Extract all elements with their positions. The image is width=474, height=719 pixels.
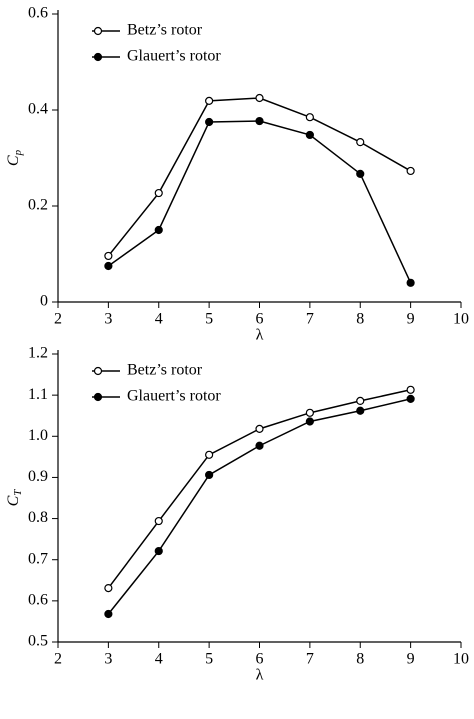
data-point [356, 396, 365, 406]
legend-label: Glauert’s rotor [127, 48, 221, 65]
x-tick-label: 4 [155, 311, 163, 328]
legend-label: Glauert’s rotor [127, 388, 221, 405]
data-point [205, 470, 214, 480]
x-tick-label: 7 [306, 311, 314, 328]
y-tick-label: 0.9 [28, 468, 48, 485]
data-point [255, 93, 264, 103]
y-tick-label: 0.7 [28, 550, 48, 567]
x-tick-label: 5 [205, 311, 213, 328]
y-axis-label-main: C [5, 155, 22, 166]
data-point [205, 96, 214, 105]
data-point [104, 251, 113, 261]
data-point [154, 546, 163, 556]
data-point [406, 394, 415, 403]
data-point [205, 450, 214, 459]
y-tick-label: 0.8 [28, 509, 48, 526]
data-point [305, 408, 314, 417]
data-point [305, 417, 314, 426]
data-point [356, 138, 365, 147]
legend-marker [93, 366, 103, 376]
data-point [406, 278, 415, 287]
data-point [305, 113, 314, 122]
data-point [255, 424, 264, 433]
chart: 0.5 0.6 0.7 0.8 0.9 1.0 1.1 1.2 2 3 4 5 6 7 8 9 10 λ CT Bet… [5, 345, 469, 684]
y-tick-label: 1.1 [28, 386, 48, 403]
x-tick-label: 9 [407, 311, 415, 328]
data-point [104, 609, 113, 619]
legend-marker [93, 52, 103, 62]
x-tick-label: 9 [407, 651, 415, 668]
legend-marker [93, 26, 103, 36]
data-point [406, 166, 415, 176]
x-tick-label: 3 [104, 311, 112, 328]
data-point [154, 188, 163, 198]
data-point [104, 261, 113, 271]
x-tick-label: 8 [356, 311, 364, 328]
data-point [356, 169, 365, 178]
y-axis-label: Cp [5, 149, 24, 166]
data-point [305, 130, 314, 140]
x-axis-label: λ [256, 667, 264, 684]
y-tick-label: 0.5 [28, 633, 48, 650]
y-axis-label-main: C [5, 495, 22, 506]
legend-label: Betz’s rotor [127, 22, 203, 39]
y-tick-label: 0.6 [28, 592, 48, 609]
data-point [205, 117, 214, 127]
x-tick-label: 6 [256, 651, 264, 668]
x-tick-label: 2 [54, 311, 62, 328]
data-point [255, 441, 264, 450]
data-point [255, 116, 264, 126]
y-axis-label-sub: T [12, 489, 24, 496]
legend-label: Betz’s rotor [127, 362, 203, 379]
y-axis-label: CT [5, 489, 24, 507]
x-tick-label: 8 [356, 651, 364, 668]
y-tick-label: 1.0 [28, 427, 48, 444]
x-tick-label: 3 [104, 651, 112, 668]
legend-marker [93, 392, 103, 402]
y-tick-label: 0 [40, 293, 48, 310]
chart: 0 0.2 0.4 0.6 2 3 4 5 6 7 8 9 10 λ Cp Betz’s rotor Glaue… [5, 5, 469, 344]
x-tick-label: 7 [306, 651, 314, 668]
x-axis-label: λ [256, 327, 264, 344]
x-tick-label: 6 [256, 311, 264, 328]
x-tick-label: 10 [453, 651, 469, 668]
x-tick-label: 2 [54, 651, 62, 668]
y-axis-label-sub: p [12, 149, 24, 156]
y-tick-label: 0.4 [28, 101, 48, 118]
y-tick-label: 1.2 [28, 345, 48, 362]
data-point [406, 385, 415, 394]
x-tick-label: 10 [453, 311, 469, 328]
data-point [154, 516, 163, 526]
data-point [154, 225, 163, 235]
data-point [356, 406, 365, 415]
x-tick-label: 5 [205, 651, 213, 668]
data-point [104, 584, 113, 593]
y-tick-label: 0.2 [28, 197, 48, 214]
x-tick-label: 4 [155, 651, 163, 668]
y-tick-label: 0.6 [28, 5, 48, 22]
